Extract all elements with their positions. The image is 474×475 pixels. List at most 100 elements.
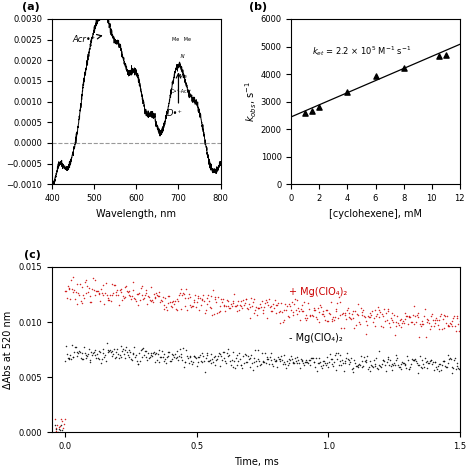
Point (51, 421, 59, 428)
Point (456, 365, 464, 373)
Point (88, 285, 96, 293)
Point (434, 321, 442, 329)
Point (134, 361, 141, 368)
Point (88, 349, 95, 356)
Point (384, 353, 392, 361)
Point (200, 352, 207, 360)
Point (302, 358, 310, 366)
Point (233, 351, 240, 359)
Point (228, 302, 236, 309)
Point (295, 307, 303, 315)
Point (348, 310, 356, 318)
Point (352, 362, 360, 370)
Point (226, 304, 234, 312)
Point (140, 351, 148, 359)
Point (263, 353, 270, 361)
Point (67, 276, 75, 284)
Point (275, 308, 283, 316)
Point (279, 318, 287, 325)
Point (99, 282, 107, 289)
Point (276, 357, 283, 364)
Point (124, 288, 132, 295)
Point (169, 298, 176, 306)
Point (356, 319, 363, 326)
Point (388, 361, 395, 368)
Point (268, 302, 275, 310)
Point (120, 294, 128, 302)
Point (118, 288, 125, 295)
Point (138, 282, 146, 290)
Point (337, 311, 344, 319)
Point (212, 298, 220, 306)
Point (358, 358, 365, 365)
Point (113, 288, 120, 296)
Point (325, 309, 333, 317)
Point (235, 357, 242, 365)
Point (224, 345, 231, 352)
Point (413, 311, 420, 319)
Point (305, 305, 313, 313)
Point (410, 356, 418, 363)
Point (351, 359, 359, 367)
Point (377, 322, 385, 329)
Point (238, 365, 246, 372)
Point (186, 352, 193, 360)
Point (60, 435, 67, 442)
Point (408, 355, 416, 362)
Point (442, 363, 450, 371)
Point (284, 312, 292, 320)
Point (390, 318, 397, 325)
Point (309, 107, 316, 115)
Point (283, 306, 290, 314)
Point (320, 313, 328, 320)
Point (387, 314, 394, 322)
Point (58, 426, 66, 434)
Point (179, 289, 187, 296)
Point (106, 291, 114, 299)
Point (401, 361, 409, 369)
Point (250, 359, 257, 366)
Point (373, 313, 380, 320)
Point (66, 351, 74, 359)
Point (102, 357, 109, 365)
Point (125, 346, 132, 354)
Point (114, 292, 122, 299)
Point (366, 368, 374, 375)
Point (76, 280, 84, 288)
Point (158, 347, 166, 354)
Point (329, 313, 337, 321)
Point (291, 295, 299, 303)
Point (209, 286, 217, 294)
Point (313, 315, 321, 323)
Point (277, 299, 285, 307)
Point (349, 308, 356, 315)
Point (125, 287, 132, 295)
Point (255, 304, 262, 312)
Point (57, 415, 65, 423)
Text: + Mg(ClO₄)₂: + Mg(ClO₄)₂ (289, 287, 347, 297)
Point (232, 354, 239, 362)
Point (105, 346, 112, 354)
Point (122, 283, 129, 291)
Point (133, 357, 140, 364)
Point (173, 307, 181, 314)
Point (212, 357, 220, 364)
Point (246, 363, 254, 371)
Point (64, 282, 72, 290)
Point (245, 300, 253, 308)
Point (118, 347, 126, 354)
Point (417, 363, 425, 371)
Point (217, 302, 224, 309)
Point (318, 310, 326, 317)
Point (249, 366, 256, 374)
Point (317, 362, 325, 370)
Point (57, 421, 65, 428)
Point (325, 363, 332, 371)
Point (328, 318, 336, 325)
Point (401, 315, 409, 323)
Point (251, 354, 258, 361)
Point (334, 314, 342, 322)
Point (185, 290, 192, 298)
Point (379, 356, 386, 364)
Point (87, 298, 94, 305)
